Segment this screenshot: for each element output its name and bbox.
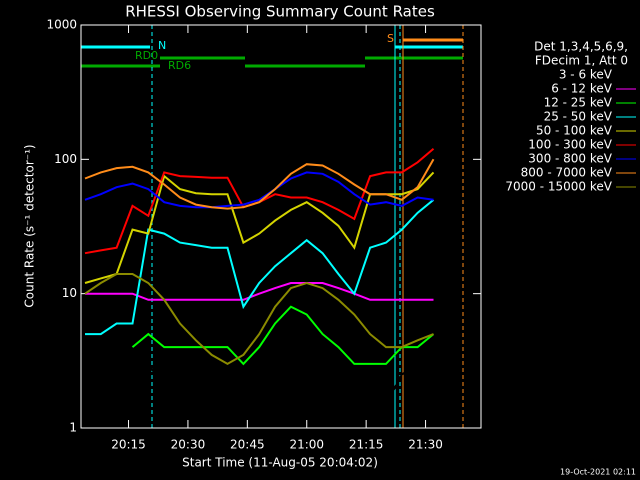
annotation: N	[158, 39, 166, 52]
y-tick-label: 1000	[46, 18, 77, 32]
annotation: RD6	[168, 59, 191, 72]
x-tick-label: 20:45	[230, 438, 265, 452]
legend-label: 50 - 100 keV	[536, 124, 613, 138]
legend-label: 12 - 25 keV	[544, 96, 613, 110]
chart-title: RHESSI Observing Summary Count Rates	[125, 3, 435, 21]
x-tick-label: 21:15	[349, 438, 384, 452]
y-tick-label: 10	[62, 286, 77, 300]
x-tick-label: 20:15	[111, 438, 146, 452]
series-line	[84, 171, 434, 209]
legend-label: 25 - 50 keV	[544, 110, 613, 124]
series-line	[85, 282, 434, 301]
legend-label: 7000 - 15000 keV	[505, 180, 612, 194]
legend-label: 3 - 6 keV	[559, 68, 613, 82]
series-line	[84, 158, 435, 210]
legend-label: 100 - 300 keV	[528, 138, 612, 152]
y-tick-label: 100	[54, 152, 77, 166]
legend-label: 6 - 12 keV	[551, 82, 613, 96]
x-tick-label: 21:00	[289, 438, 324, 452]
series-line	[84, 171, 435, 284]
series-line	[147, 322, 435, 419]
x-tick-label: 20:30	[171, 438, 206, 452]
annotation-lines	[81, 38, 463, 68]
series-line	[84, 273, 434, 366]
y-axis-label: Count Rate (s⁻¹ detector⁻¹)	[23, 144, 37, 307]
mode-lines	[151, 25, 464, 428]
x-axis-label: Start Time (11-Aug-05 20:04:02)	[182, 456, 378, 470]
footer: 19-Oct-2021 02:11	[560, 468, 636, 477]
legend-header: Det 1,3,4,5,6,9,	[534, 40, 628, 54]
legend-label: 300 - 800 keV	[528, 152, 612, 166]
plot-frame	[80, 24, 482, 429]
annotation: S	[387, 32, 394, 45]
series-line	[85, 199, 435, 336]
legend-label: 800 - 7000 keV	[521, 166, 613, 180]
legend-header: FDecim 1, Att 0	[535, 54, 628, 68]
annotation: RD0	[135, 49, 158, 62]
series-line	[131, 305, 435, 366]
y-tick-label: 1	[69, 421, 77, 435]
x-tick-label: 21:30	[408, 438, 443, 452]
